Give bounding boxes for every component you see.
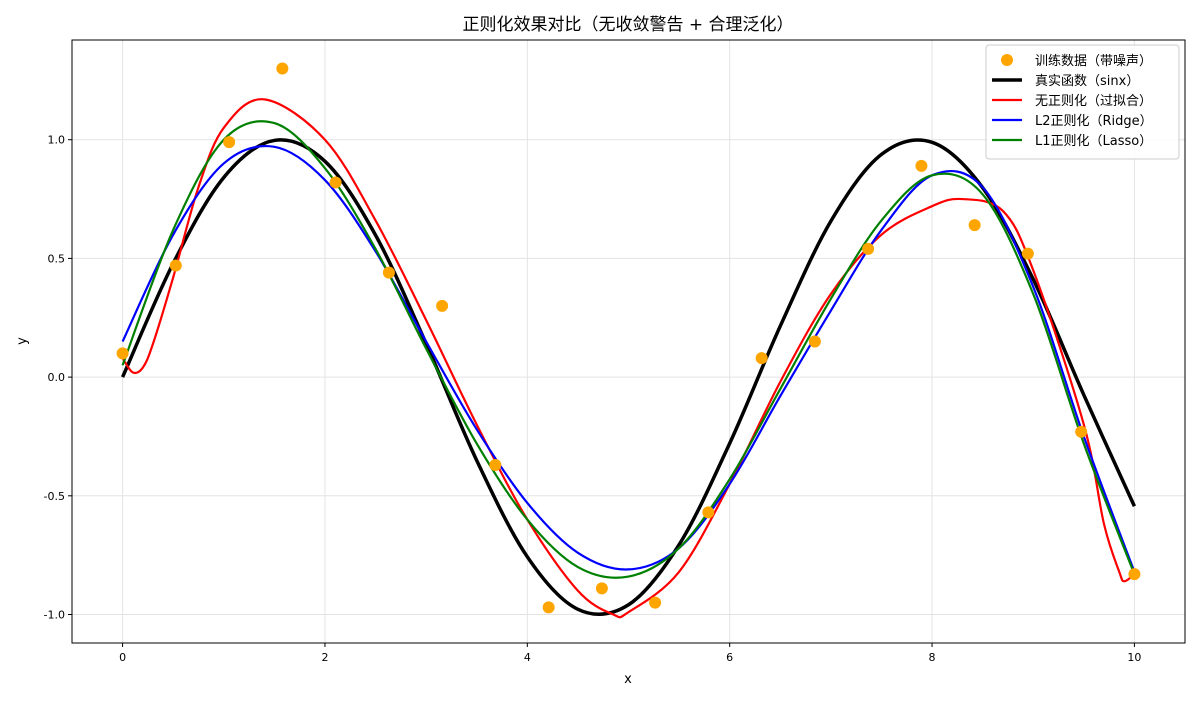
- data-point: [1075, 425, 1088, 438]
- data-point: [169, 259, 182, 272]
- series-layer: [120, 98, 1137, 619]
- legend-box: [985, 44, 1180, 160]
- data-point: [862, 242, 875, 255]
- data-point: [755, 352, 768, 365]
- data-point: [436, 299, 449, 312]
- y-tick-label: -0.5: [44, 490, 65, 503]
- data-point: [1128, 568, 1141, 581]
- y-tick-label: 0.5: [48, 252, 66, 265]
- x-tick-label: 10: [1127, 651, 1141, 664]
- legend: 训练数据（带噪声） 真实函数（sinx） 无正则化（过拟合） L2正则化（Ridge）…: [985, 44, 1180, 160]
- legend-marker-training-data: [1001, 54, 1013, 66]
- data-point: [1021, 247, 1034, 260]
- legend-label: L2正则化（Ridge）: [1035, 114, 1153, 129]
- scatter-layer: [116, 62, 1141, 614]
- legend-label: 无正则化（过拟合）: [1035, 94, 1152, 109]
- ticks: 0 2 4 6 8 10 -1.0 -0.5 0.0 0.5 1.0: [44, 134, 1142, 664]
- y-axis-label: y: [15, 337, 30, 345]
- x-axis-label: x: [624, 672, 632, 687]
- y-tick-label: 1.0: [48, 134, 66, 147]
- plot-frame: [71, 39, 1186, 644]
- data-point: [702, 506, 715, 519]
- data-point: [489, 458, 502, 471]
- chart-title: 正则化效果对比（无收敛警告 + 合理泛化）: [462, 15, 793, 35]
- y-tick-label: 0.0: [48, 371, 66, 384]
- data-point: [542, 601, 555, 614]
- data-point: [382, 266, 395, 279]
- x-tick-label: 8: [929, 651, 936, 664]
- lasso-line: [121, 120, 1136, 579]
- ridge-line: [121, 145, 1136, 573]
- legend-label: 训练数据（带噪声）: [1035, 54, 1152, 69]
- data-point: [223, 136, 236, 149]
- x-tick-label: 2: [321, 651, 328, 664]
- y-tick-label: -1.0: [44, 609, 65, 622]
- data-point: [116, 347, 129, 360]
- data-point: [649, 596, 662, 609]
- data-point: [808, 335, 821, 348]
- data-point: [329, 176, 342, 189]
- data-point: [915, 159, 928, 172]
- x-tick-label: 4: [524, 651, 531, 664]
- data-point: [968, 219, 981, 232]
- x-tick-label: 6: [726, 651, 733, 664]
- legend-label: 真实函数（sinx）: [1035, 74, 1139, 89]
- data-point: [276, 62, 289, 75]
- x-tick-label: 0: [119, 651, 126, 664]
- legend-label: L1正则化（Lasso）: [1035, 134, 1152, 149]
- data-point: [595, 582, 608, 595]
- no-regularization-line: [121, 98, 1136, 619]
